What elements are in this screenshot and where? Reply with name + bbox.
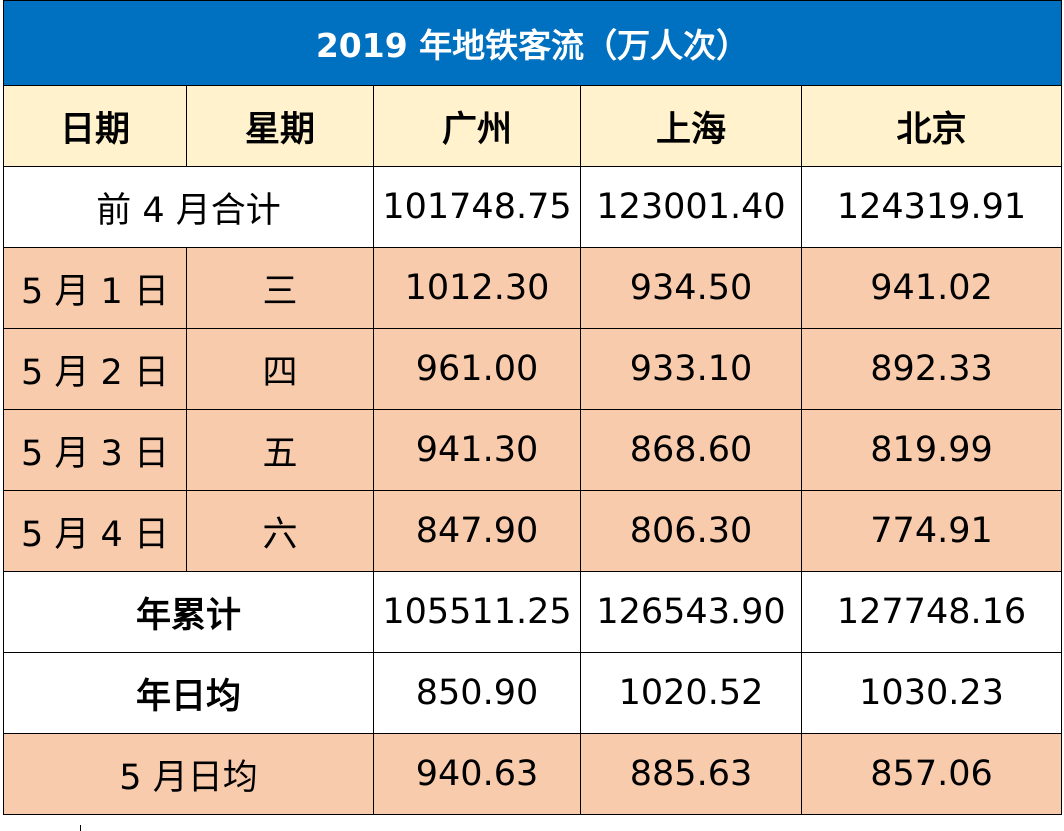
cell-beijing: 774.91: [800, 490, 1063, 572]
table-row-may-daily-avg: 5 月日均 940.63 885.63 857.06: [3, 733, 1063, 815]
cell-date: 5 月 4 日: [3, 490, 187, 572]
header-guangzhou: 广州: [373, 85, 581, 167]
cell-beijing: 892.33: [800, 328, 1063, 410]
cell-guangzhou: 850.90: [373, 652, 581, 734]
table-row-year-daily-avg: 年日均 850.90 1020.52 1030.23: [3, 652, 1063, 734]
cell-weekday: 五: [186, 409, 374, 491]
cell-weekday: 四: [186, 328, 374, 410]
table-row-may2: 5 月 2 日 四 961.00 933.10 892.33: [3, 328, 1063, 410]
table-container: 2019 年地铁客流（万人次） 日期 星期 广州 上海 北京 前 4 月合计 1…: [2, 0, 1063, 815]
cell-beijing: 124319.91: [800, 166, 1063, 248]
table-row-year-total: 年累计 105511.25 126543.90 127748.16: [3, 571, 1063, 653]
cell-beijing: 857.06: [800, 733, 1063, 815]
cell-shanghai: 1020.52: [580, 652, 802, 734]
row-label: 5 月日均: [3, 733, 374, 815]
cell-date: 5 月 3 日: [3, 409, 187, 491]
cell-date: 5 月 2 日: [3, 328, 187, 410]
table-title: 2019 年地铁客流（万人次）: [2, 0, 1063, 86]
header-weekday: 星期: [186, 85, 374, 167]
title-row: 2019 年地铁客流（万人次）: [2, 0, 1063, 86]
cell-beijing: 819.99: [800, 409, 1063, 491]
row-label: 年日均: [3, 652, 374, 734]
table-row-may4: 5 月 4 日 六 847.90 806.30 774.91: [3, 490, 1063, 572]
header-date: 日期: [3, 85, 187, 167]
cell-shanghai: 123001.40: [580, 166, 802, 248]
cell-shanghai: 934.50: [580, 247, 802, 329]
header-beijing: 北京: [800, 85, 1063, 167]
cell-shanghai: 933.10: [580, 328, 802, 410]
border-tick: [80, 825, 81, 831]
cell-guangzhou: 105511.25: [373, 571, 581, 653]
cell-shanghai: 126543.90: [580, 571, 802, 653]
table-row-may1: 5 月 1 日 三 1012.30 934.50 941.02: [3, 247, 1063, 329]
table-row-before-april: 前 4 月合计 101748.75 123001.40 124319.91: [3, 166, 1063, 248]
metro-ridership-table: 2019 年地铁客流（万人次） 日期 星期 广州 上海 北京 前 4 月合计 1…: [2, 0, 1063, 815]
cell-beijing: 127748.16: [800, 571, 1063, 653]
cell-guangzhou: 961.00: [373, 328, 581, 410]
header-shanghai: 上海: [580, 85, 802, 167]
cell-guangzhou: 101748.75: [373, 166, 581, 248]
table-row-may3: 5 月 3 日 五 941.30 868.60 819.99: [3, 409, 1063, 491]
cell-weekday: 六: [186, 490, 374, 572]
cell-beijing: 1030.23: [800, 652, 1063, 734]
cell-guangzhou: 940.63: [373, 733, 581, 815]
cell-shanghai: 885.63: [580, 733, 802, 815]
cell-beijing: 941.02: [800, 247, 1063, 329]
row-label: 前 4 月合计: [3, 166, 374, 248]
row-label: 年累计: [3, 571, 374, 653]
cell-shanghai: 868.60: [580, 409, 802, 491]
cell-guangzhou: 941.30: [373, 409, 581, 491]
cell-date: 5 月 1 日: [3, 247, 187, 329]
cell-shanghai: 806.30: [580, 490, 802, 572]
cell-guangzhou: 1012.30: [373, 247, 581, 329]
cell-guangzhou: 847.90: [373, 490, 581, 572]
header-row: 日期 星期 广州 上海 北京: [3, 85, 1063, 167]
cell-weekday: 三: [186, 247, 374, 329]
